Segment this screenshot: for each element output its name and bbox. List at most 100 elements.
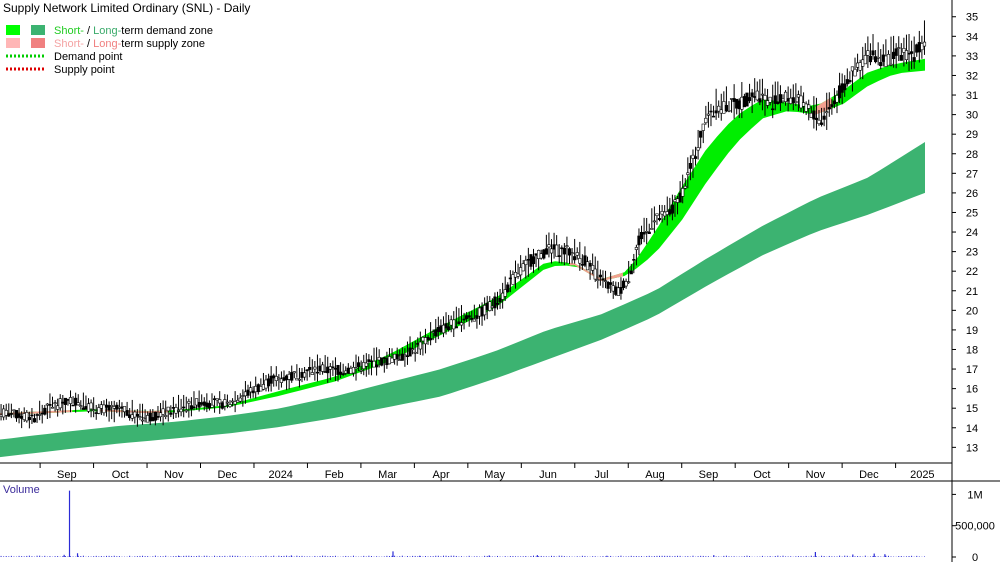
price-bar-body — [861, 59, 865, 67]
price-bar-body — [825, 111, 829, 114]
price-bar-body — [722, 101, 726, 114]
price-bar-body — [174, 407, 178, 414]
price-bar-body — [429, 338, 433, 341]
price-bar-body — [405, 355, 410, 358]
price-bar-body — [50, 406, 55, 409]
long-term-band — [0, 142, 925, 458]
price-bar-body — [699, 130, 703, 138]
price-bar-body — [333, 368, 338, 370]
price-y-axis: 13 14 15 16 17 18 19 20 21 22 23 24 25 26 27 28 29 30 31 32… — [952, 12, 978, 454]
y-tick-label: 17 — [966, 364, 978, 376]
price-bar-body — [43, 407, 47, 415]
price-bar-body — [809, 112, 813, 118]
price-bar-body — [223, 399, 227, 407]
price-bar-body — [364, 362, 368, 367]
price-bar-body — [457, 321, 461, 325]
price-bar-body — [678, 192, 682, 203]
price-bar-body — [639, 231, 644, 240]
price-bar-body — [578, 258, 582, 264]
price-bar-body — [27, 417, 31, 421]
price-bar-body — [719, 109, 723, 114]
price-bar-body — [338, 371, 343, 375]
price-bar-body — [511, 274, 515, 285]
price-bar-body — [853, 68, 857, 77]
price-bar-body — [164, 415, 168, 417]
legend-label-part: Short- — [54, 38, 84, 50]
price-bar-body — [822, 115, 826, 120]
price-bars — [0, 20, 927, 429]
price-bar-body — [7, 413, 11, 417]
price-bar-body — [549, 248, 554, 254]
price-bar-body — [704, 117, 708, 124]
price-bar-body — [645, 231, 649, 233]
price-bar-body — [665, 211, 669, 215]
price-bar-body — [508, 277, 512, 280]
price-bar-body — [701, 123, 705, 131]
price-bar-body — [660, 211, 664, 215]
price-bar-body — [135, 413, 139, 417]
price-bar-body — [282, 377, 286, 381]
price-bar-body — [104, 404, 109, 408]
price-bar-body — [459, 322, 464, 326]
price-bar-body — [879, 62, 883, 67]
price-bar-body — [750, 92, 754, 97]
price-bar-body — [498, 297, 502, 303]
price-bar-body — [632, 259, 636, 261]
price-bar-body — [670, 204, 674, 214]
price-bar-body — [89, 402, 93, 410]
price-bar-body — [68, 397, 73, 404]
price-bar-body — [115, 404, 119, 410]
price-bar-body — [447, 326, 451, 330]
x-tick-label: Jun — [539, 469, 557, 481]
price-bar-body — [120, 406, 124, 409]
price-bar-body — [614, 286, 618, 295]
price-bar-body — [917, 42, 921, 53]
price-bar-body — [151, 417, 155, 422]
price-bar-body — [732, 98, 736, 102]
price-bar-body — [205, 402, 209, 408]
price-bar-body — [179, 408, 183, 413]
price-bar-body — [84, 406, 88, 410]
price-bar-body — [637, 235, 641, 246]
price-bar-body — [0, 414, 3, 417]
price-bar-body — [516, 273, 520, 277]
price-bar-body — [814, 117, 819, 120]
price-bar-body — [14, 410, 19, 419]
x-tick-label: Jul — [594, 469, 608, 481]
price-bar-body — [585, 261, 590, 271]
price-bar-body — [161, 408, 165, 415]
price-bar-body — [539, 253, 543, 259]
price-bar-body — [2, 408, 6, 418]
price-bar-body — [819, 122, 824, 125]
price-bar-body — [287, 373, 291, 380]
price-bar-body — [742, 96, 747, 108]
y-tick-label: 31 — [966, 90, 978, 102]
x-tick-label: Dec — [859, 469, 879, 481]
price-bar-body — [107, 405, 111, 411]
price-bar-body — [315, 371, 320, 374]
price-bar-body — [166, 406, 170, 412]
legend-swatch-long — [31, 38, 45, 48]
y-tick-label: 26 — [966, 188, 978, 200]
price-bar-body — [300, 372, 304, 378]
price-bar-body — [212, 398, 217, 400]
price-bar-body — [534, 253, 538, 256]
x-tick-label: Nov — [164, 469, 184, 481]
price-bar-body — [295, 377, 299, 381]
price-bar-body — [910, 51, 914, 54]
y-tick-label: 32 — [966, 70, 978, 82]
price-bar-body — [573, 256, 577, 261]
price-bar-body — [696, 147, 700, 151]
price-bar-body — [387, 356, 392, 365]
price-bar-body — [313, 366, 317, 370]
price-bar-body — [58, 398, 62, 409]
y-tick-label: 28 — [966, 149, 978, 161]
price-bar-body — [182, 406, 186, 409]
price-bar-body — [38, 414, 42, 416]
price-bar-body — [380, 357, 384, 366]
x-tick-label: Sep — [699, 469, 719, 481]
price-bar-body — [830, 104, 834, 107]
price-bar-body — [79, 405, 83, 407]
